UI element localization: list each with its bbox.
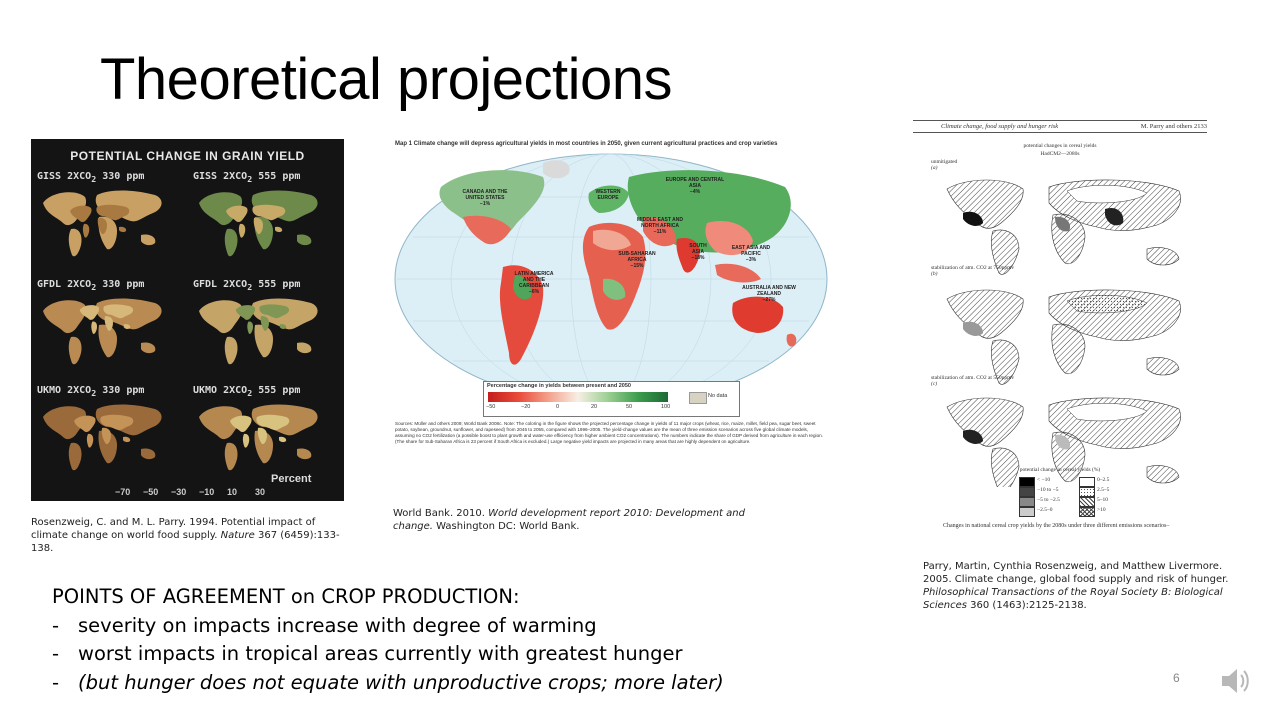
legend-label: 2.5–5 xyxy=(1097,487,1110,493)
figure-subtitle: HadCM2—2080s xyxy=(1040,151,1080,157)
speaker-icon[interactable] xyxy=(1218,664,1252,698)
panel-label: stabilization of atm. CO2 at 750ppmv (b) xyxy=(931,265,1015,277)
region-label: AUSTRALIA AND NEW ZEALAND −27% xyxy=(742,285,796,303)
legend-label: −10 to −5 xyxy=(1037,487,1059,493)
scale-tick-label: −10 xyxy=(199,487,215,497)
legend-tick-label: 0 xyxy=(556,404,560,410)
parry-cereal-yield-figure: Climate change, food supply and hunger r… xyxy=(913,117,1207,535)
scale-tick-label: 30 xyxy=(255,487,266,497)
scale-tick-label: −70 xyxy=(115,487,131,497)
legend-label: < −10 xyxy=(1037,477,1051,483)
panel-label: GISS 2XCO2 555 ppm xyxy=(193,171,301,184)
scale-unit-label: Percent xyxy=(271,473,312,485)
figure-footer: Changes in national cereal crop yields b… xyxy=(943,523,1170,529)
figure3-citation: Parry, Martin, Cynthia Rosenzweig, and M… xyxy=(923,561,1229,611)
panel-label: GFDL 2XCO2 555 ppm xyxy=(193,279,301,292)
region-label: WESTERN EUROPE xyxy=(595,189,621,201)
map-legend: Percentage change in yields between pres… xyxy=(483,381,740,417)
legend-nodata-label: No data xyxy=(708,393,728,399)
region-label: EAST ASIA AND PACIFIC −3% xyxy=(731,245,771,263)
region-label: EUROPE AND CENTRAL ASIA −4% xyxy=(665,177,725,195)
legend-swatch xyxy=(1019,487,1035,497)
legend-label: −2.5–0 xyxy=(1037,507,1053,513)
legend-swatch xyxy=(1079,507,1095,517)
points-heading: POINTS OF AGREEMENT on CROP PRODUCTION: xyxy=(52,585,520,608)
legend-gradient xyxy=(488,392,668,402)
points-of-agreement: POINTS OF AGREEMENT on CROP PRODUCTION: … xyxy=(52,583,724,697)
map-heading: Map 1 Climate change will depress agricu… xyxy=(395,141,778,147)
world-yield-map xyxy=(394,153,828,405)
legend-swatch xyxy=(1019,497,1035,507)
legend-tick-label: −20 xyxy=(521,404,531,410)
list-item: - worst impacts in tropical areas current… xyxy=(52,642,683,665)
legend-tick-label: 20 xyxy=(591,404,598,410)
region-label: CANADA AND THE UNITED STATES −1% xyxy=(462,189,508,207)
page-number: 6 xyxy=(1173,671,1180,685)
legend-tick-label: −50 xyxy=(486,404,496,410)
legend-swatch xyxy=(1079,497,1095,507)
panel-label: unmitigated (a) xyxy=(931,159,958,171)
legend-label: 0–2.5 xyxy=(1097,477,1110,483)
legend-nodata-swatch xyxy=(689,392,707,404)
region-label: MIDDLE EAST AND NORTH AFRICA −11% xyxy=(637,217,683,235)
scale-tick-label: 10 xyxy=(227,487,238,497)
panel-label: UKMO 2XCO2 330 ppm xyxy=(37,385,145,398)
list-item: - (but hunger does not equate with unprod… xyxy=(52,670,724,694)
list-item: - severity on impacts increase with degre… xyxy=(52,613,597,637)
panel-label: UKMO 2XCO2 555 ppm xyxy=(193,385,301,398)
legend-title: potential change in cereal yields (%) xyxy=(1019,467,1101,473)
figure-subtitle: potential changes in cereal yields xyxy=(1023,143,1097,149)
journal-header: Climate change, food supply and hunger r… xyxy=(913,120,1207,133)
grain-yield-figure-title: POTENTIAL CHANGE IN GRAIN YIELD xyxy=(70,149,305,163)
figure1-citation: Rosenzweig, C. and M. L. Parry. 1994. Po… xyxy=(31,517,340,554)
region-label: SOUTH ASIA −18% xyxy=(689,243,707,261)
legend-label: 5–10 xyxy=(1097,497,1108,503)
cereal-yield-legend: < −10 −10 to −5 −5 to −2.5 −2.5–0 0–2.5 2.5–5… xyxy=(1019,477,1139,521)
legend-swatch xyxy=(1019,507,1035,517)
grain-yield-figure: POTENTIAL CHANGE IN GRAIN YIELD GISS 2XC… xyxy=(31,139,344,501)
figure2-citation: World Bank. 2010. World development repo… xyxy=(393,508,745,532)
legend-tick-label: 100 xyxy=(661,404,671,410)
cereal-yield-maps xyxy=(946,179,1182,487)
region-label: SUB-SAHARAN AFRICA −15% xyxy=(618,251,656,269)
region-label: LATIN AMERICA AND THE CARIBBEAN −6% xyxy=(514,271,554,295)
scale-tick-label: −50 xyxy=(143,487,159,497)
legend-title: Percentage change in yields between pres… xyxy=(487,383,631,389)
legend-label: −5 to −2.5 xyxy=(1037,497,1060,503)
panel-label: stabilization of atm. CO2 at 550ppmv (c) xyxy=(931,375,1015,387)
grain-yield-maps xyxy=(43,190,318,471)
scale-tick-label: −30 xyxy=(171,487,187,497)
legend-swatch xyxy=(1079,487,1095,497)
world-bank-map: Map 1 Climate change will depress agricu… xyxy=(393,139,828,501)
legend-swatch xyxy=(1079,477,1095,487)
map-source-note: Sources: Müller and others 2009; World B… xyxy=(395,421,823,444)
slide-title: Theoretical projections xyxy=(100,47,673,112)
legend-label: >10 xyxy=(1097,507,1106,513)
legend-swatch xyxy=(1019,477,1035,487)
panel-label: GISS 2XCO2 330 ppm xyxy=(37,171,145,184)
legend-tick-label: 50 xyxy=(626,404,633,410)
panel-label: GFDL 2XCO2 330 ppm xyxy=(37,279,145,292)
